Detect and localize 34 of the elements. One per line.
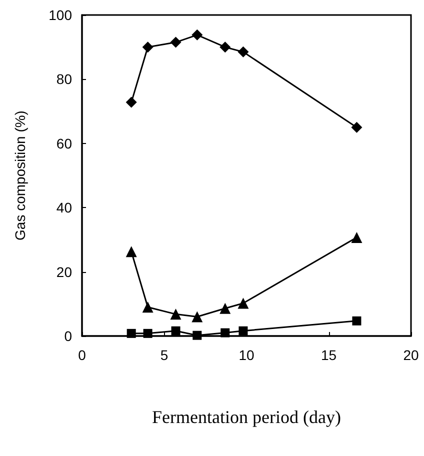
y-tick-label: 100 — [48, 7, 72, 23]
point — [143, 328, 152, 338]
y-axis-title: Gas composition (%) — [12, 110, 28, 240]
point — [170, 308, 182, 320]
y-tick-label: 20 — [56, 264, 72, 280]
point — [142, 302, 154, 313]
point — [170, 36, 182, 48]
point — [126, 246, 137, 258]
point — [220, 328, 230, 338]
point — [352, 316, 362, 326]
point — [192, 330, 202, 340]
x-tick-label: 15 — [320, 347, 337, 363]
y-tick-label: 80 — [56, 71, 72, 88]
point — [238, 298, 249, 309]
point — [192, 311, 203, 322]
point — [220, 42, 231, 53]
y-tick-label: 0 — [64, 328, 72, 344]
point — [238, 46, 249, 58]
x-tick-label: 0 — [78, 347, 86, 363]
point — [238, 326, 248, 336]
point — [142, 42, 154, 53]
y-tick-label: 40 — [56, 200, 72, 216]
point — [171, 326, 180, 336]
point — [126, 328, 136, 338]
point — [351, 232, 362, 243]
point — [126, 96, 137, 108]
y-tick-label: 60 — [56, 135, 72, 152]
x-axis-title: Fermentation period (day) — [152, 407, 341, 427]
point — [351, 122, 362, 133]
x-tick-label: 5 — [160, 347, 168, 363]
point — [192, 29, 203, 40]
x-tick-label: 10 — [238, 347, 254, 363]
point — [220, 302, 231, 314]
x-tick-label: 20 — [403, 347, 419, 363]
